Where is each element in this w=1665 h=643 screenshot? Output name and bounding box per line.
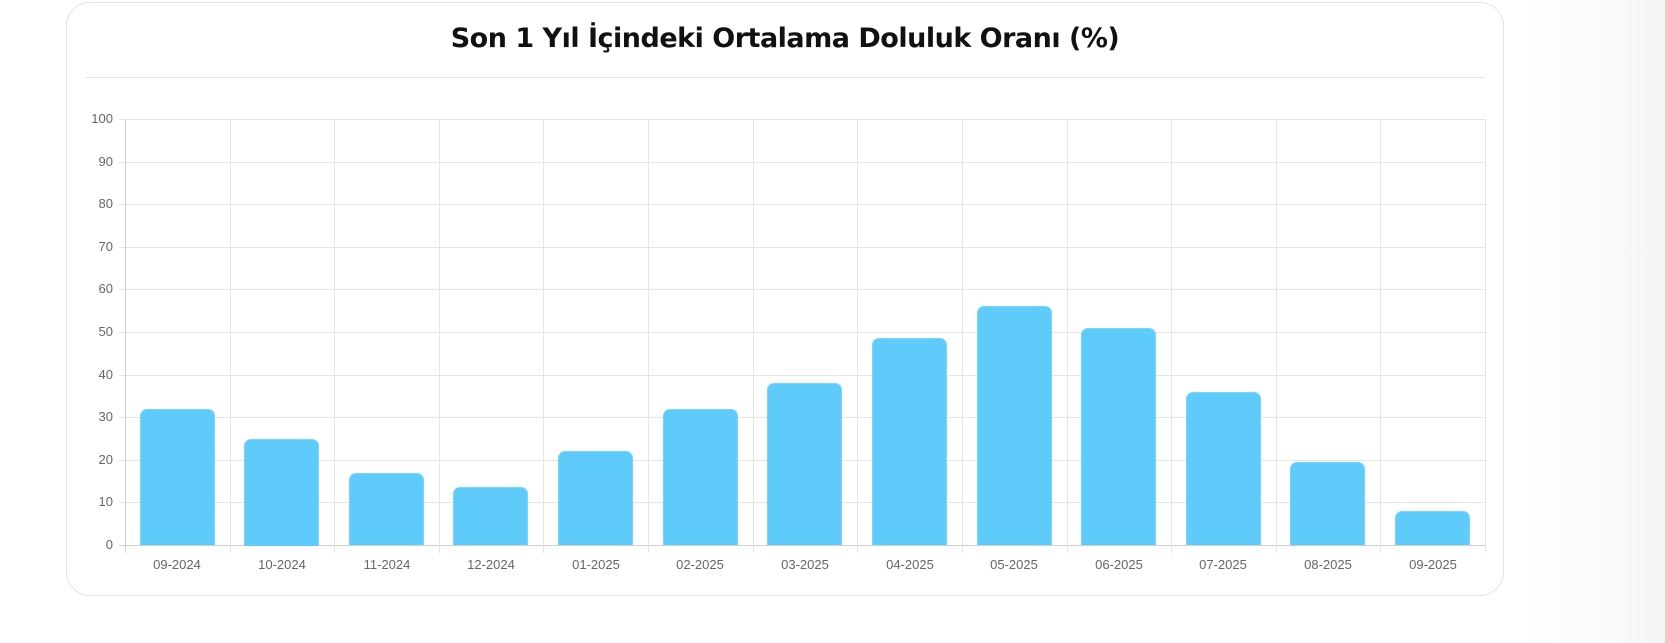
x-gridline bbox=[125, 119, 126, 553]
x-tick-label: 04-2025 bbox=[886, 557, 934, 572]
x-gridline bbox=[648, 119, 649, 553]
y-tick-label: 10 bbox=[98, 494, 113, 509]
chart-title: Son 1 Yıl İçindeki Ortalama Doluluk Oran… bbox=[450, 23, 1120, 54]
background-fade bbox=[1525, 0, 1665, 643]
x-gridline bbox=[1171, 119, 1172, 553]
y-tick-label: 20 bbox=[98, 452, 113, 467]
y-gridline bbox=[119, 332, 1485, 333]
bar-12-2024 bbox=[453, 487, 528, 545]
y-tick-label: 80 bbox=[98, 196, 113, 211]
y-tick-label: 70 bbox=[98, 239, 113, 254]
x-tick-label: 05-2025 bbox=[990, 557, 1038, 572]
x-tick-label: 11-2024 bbox=[363, 557, 411, 572]
bar-01-2025 bbox=[558, 451, 633, 545]
x-gridline bbox=[439, 119, 440, 553]
bar-10-2024 bbox=[244, 439, 319, 546]
x-tick-label: 03-2025 bbox=[781, 557, 829, 572]
x-gridline bbox=[543, 119, 544, 553]
y-tick-label: 60 bbox=[98, 281, 113, 296]
x-gridline bbox=[1485, 119, 1486, 553]
x-tick-label: 08-2025 bbox=[1304, 557, 1352, 572]
x-gridline bbox=[334, 119, 335, 553]
x-tick-label: 01-2025 bbox=[572, 557, 620, 572]
x-tick-label: 07-2025 bbox=[1199, 557, 1247, 572]
bar-03-2025 bbox=[767, 383, 842, 545]
x-tick-label: 06-2025 bbox=[1095, 557, 1143, 572]
x-tick-label: 09-2025 bbox=[1409, 557, 1457, 572]
x-gridline bbox=[857, 119, 858, 553]
x-gridline bbox=[1276, 119, 1277, 553]
y-gridline bbox=[119, 375, 1485, 376]
x-gridline bbox=[962, 119, 963, 553]
y-gridline bbox=[119, 545, 1485, 546]
x-gridline bbox=[230, 119, 231, 553]
x-gridline bbox=[753, 119, 754, 553]
x-tick-label: 10-2024 bbox=[258, 557, 306, 572]
y-tick-label: 40 bbox=[98, 367, 113, 382]
y-gridline bbox=[119, 247, 1485, 248]
y-tick-label: 100 bbox=[91, 111, 113, 126]
bar-07-2025 bbox=[1186, 392, 1261, 545]
y-tick-label: 30 bbox=[98, 409, 113, 424]
bar-11-2024 bbox=[349, 473, 424, 545]
title-divider bbox=[85, 77, 1485, 78]
y-gridline bbox=[119, 289, 1485, 290]
y-gridline bbox=[119, 162, 1485, 163]
bar-04-2025 bbox=[872, 338, 947, 545]
x-tick-label: 12-2024 bbox=[467, 557, 515, 572]
bar-05-2025 bbox=[977, 306, 1052, 545]
bar-02-2025 bbox=[663, 409, 738, 545]
chart-card: Son 1 Yıl İçindeki Ortalama Doluluk Oran… bbox=[66, 2, 1504, 596]
y-gridline bbox=[119, 119, 1485, 120]
bar-08-2025 bbox=[1290, 462, 1365, 545]
x-tick-label: 02-2025 bbox=[676, 557, 724, 572]
x-gridline bbox=[1067, 119, 1068, 553]
bar-06-2025 bbox=[1081, 328, 1156, 545]
bar-09-2024 bbox=[140, 409, 215, 545]
bar-chart: 0 10 20 30 40 50 60 70 80 90 100 09-2024 10-2024 11-2… bbox=[67, 3, 1505, 597]
bar-09-2025 bbox=[1395, 511, 1470, 545]
y-tick-label: 90 bbox=[98, 154, 113, 169]
y-tick-label: 0 bbox=[105, 537, 113, 552]
x-gridline bbox=[1380, 119, 1381, 553]
y-gridline bbox=[119, 204, 1485, 205]
y-tick-label: 50 bbox=[98, 324, 113, 339]
x-tick-label: 09-2024 bbox=[153, 557, 201, 572]
